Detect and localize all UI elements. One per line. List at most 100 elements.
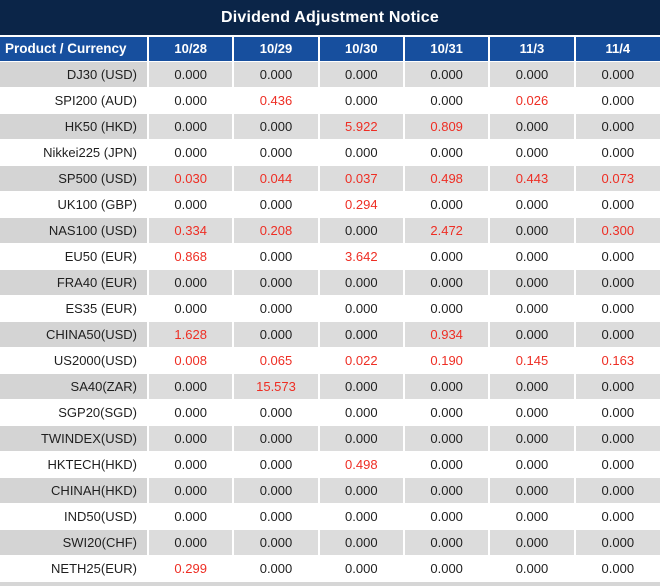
- value-cell: 0.000: [318, 373, 405, 400]
- value-cell: 0.000: [489, 321, 576, 348]
- product-row: HKTECH(HKD) 0.000 0.000 0.498 0.000 0.000 0.00…: [0, 451, 660, 478]
- product-cell: NETH25(EUR): [0, 555, 149, 582]
- product-row: SA40(ZAR) 0.000 15.573 0.000 0.000 0.000 0.000: [0, 373, 660, 400]
- date-column-header: 11/3: [489, 37, 576, 62]
- value-cell: 0.000: [233, 321, 320, 348]
- value-cell: 0.000: [403, 477, 491, 504]
- value-cell: 0.000: [574, 425, 660, 452]
- value-cell: 0.498: [403, 165, 491, 192]
- value-cell: 0.000: [233, 529, 320, 556]
- product-cell: CHINA50(USD): [0, 321, 149, 348]
- value-cell: 0.000: [489, 529, 576, 556]
- value-cell: 0.000: [233, 191, 320, 218]
- value-cell: 0.000: [574, 243, 660, 270]
- value-cell: 0.008: [148, 347, 235, 374]
- date-column-header: 11/4: [574, 37, 660, 62]
- value-cell: 0.000: [489, 555, 576, 582]
- value-cell: 0.000: [318, 503, 405, 530]
- value-cell: 0.000: [233, 425, 320, 452]
- product-row: NAS100 (USD) 0.334 0.208 0.000 2.472 0.000 0.3…: [0, 217, 660, 244]
- value-cell: 0.868: [148, 243, 235, 270]
- product-currency-header: Product / Currency: [0, 37, 149, 62]
- value-cell: 0.030: [148, 165, 235, 192]
- product-cell: TWINDEX(USD): [0, 425, 149, 452]
- value-cell: 0.000: [148, 373, 235, 400]
- value-cell: 0.934: [403, 321, 491, 348]
- value-cell: 0.000: [318, 555, 405, 582]
- value-cell: 0.000: [318, 425, 405, 452]
- value-cell: 3.642: [318, 243, 405, 270]
- value-cell: 0.000: [318, 139, 405, 166]
- product-cell: NAS100 (USD): [0, 217, 149, 244]
- value-cell: 0.000: [489, 113, 576, 140]
- value-cell: 0.145: [489, 347, 576, 374]
- product-cell: CHINAH(HKD): [0, 477, 149, 504]
- value-cell: 0.000: [148, 87, 235, 114]
- value-cell: 0.000: [318, 477, 405, 504]
- value-cell: 0.000: [318, 61, 405, 88]
- value-cell: 0.022: [318, 347, 405, 374]
- value-cell: 0.000: [148, 139, 235, 166]
- value-cell: 0.037: [318, 165, 405, 192]
- value-cell: 0.498: [318, 451, 405, 478]
- value-cell: 0.000: [148, 529, 235, 556]
- value-cell: 0.000: [489, 477, 576, 504]
- value-cell: 0.000: [148, 295, 235, 322]
- value-cell: 0.000: [148, 425, 235, 452]
- value-cell: 0.000: [148, 113, 235, 140]
- value-cell: 0.000: [403, 529, 491, 556]
- value-cell: 0.000: [574, 139, 660, 166]
- product-row: ES35 (EUR) 0.000 0.000 0.000 0.000 0.000 0.000: [0, 295, 660, 322]
- value-cell: 0.000: [318, 399, 405, 426]
- value-cell: 0.000: [233, 139, 320, 166]
- value-cell: 0.000: [318, 87, 405, 114]
- value-cell: 0.000: [403, 373, 491, 400]
- value-cell: 0.000: [403, 243, 491, 270]
- value-cell: 5.922: [318, 113, 405, 140]
- value-cell: 0.000: [489, 451, 576, 478]
- product-row: CHINAH(HKD) 0.000 0.000 0.000 0.000 0.000 0.00…: [0, 477, 660, 504]
- value-cell: 0.065: [233, 347, 320, 374]
- value-cell: 0.000: [489, 61, 576, 88]
- product-row: TWINDEX(USD) 0.000 0.000 0.000 0.000 0.000 0.0…: [0, 425, 660, 452]
- value-cell: 0.000: [233, 477, 320, 504]
- product-row: UK100 (GBP) 0.000 0.000 0.294 0.000 0.000 0.00…: [0, 191, 660, 218]
- product-cell: SGP20(SGD): [0, 399, 149, 426]
- value-cell: 0.000: [403, 191, 491, 218]
- date-column-header: 10/28: [148, 37, 235, 62]
- value-cell: 0.044: [233, 165, 320, 192]
- value-cell: 0.000: [148, 399, 235, 426]
- value-cell: 0.000: [403, 87, 491, 114]
- bottom-strip: [0, 581, 660, 586]
- value-cell: 0.000: [403, 399, 491, 426]
- value-cell: 0.299: [148, 555, 235, 582]
- value-cell: 0.000: [233, 61, 320, 88]
- value-cell: 0.000: [318, 321, 405, 348]
- value-cell: 2.472: [403, 217, 491, 244]
- product-row: IND50(USD) 0.000 0.000 0.000 0.000 0.000 0.000: [0, 503, 660, 530]
- value-cell: 0.208: [233, 217, 320, 244]
- value-cell: 0.000: [233, 451, 320, 478]
- value-cell: 0.000: [148, 451, 235, 478]
- value-cell: 0.000: [403, 295, 491, 322]
- value-cell: 0.163: [574, 347, 660, 374]
- value-cell: 0.000: [574, 113, 660, 140]
- product-cell: HKTECH(HKD): [0, 451, 149, 478]
- product-row: EU50 (EUR) 0.868 0.000 3.642 0.000 0.000 0.000: [0, 243, 660, 270]
- value-cell: 0.000: [148, 191, 235, 218]
- value-cell: 0.000: [574, 451, 660, 478]
- value-cell: 0.000: [233, 295, 320, 322]
- product-cell: SA40(ZAR): [0, 373, 149, 400]
- product-row: Nikkei225 (JPN) 0.000 0.000 0.000 0.000 0.000…: [0, 139, 660, 166]
- product-cell: HK50 (HKD): [0, 113, 149, 140]
- header-row: Product / Currency 10/28 10/29 10/30 10/31 1…: [0, 37, 660, 62]
- value-cell: 0.000: [318, 529, 405, 556]
- product-cell: IND50(USD): [0, 503, 149, 530]
- value-cell: 0.000: [403, 139, 491, 166]
- value-cell: 0.000: [489, 425, 576, 452]
- value-cell: 0.000: [574, 555, 660, 582]
- value-cell: 0.000: [574, 529, 660, 556]
- value-cell: 0.000: [318, 295, 405, 322]
- value-cell: 15.573: [233, 373, 320, 400]
